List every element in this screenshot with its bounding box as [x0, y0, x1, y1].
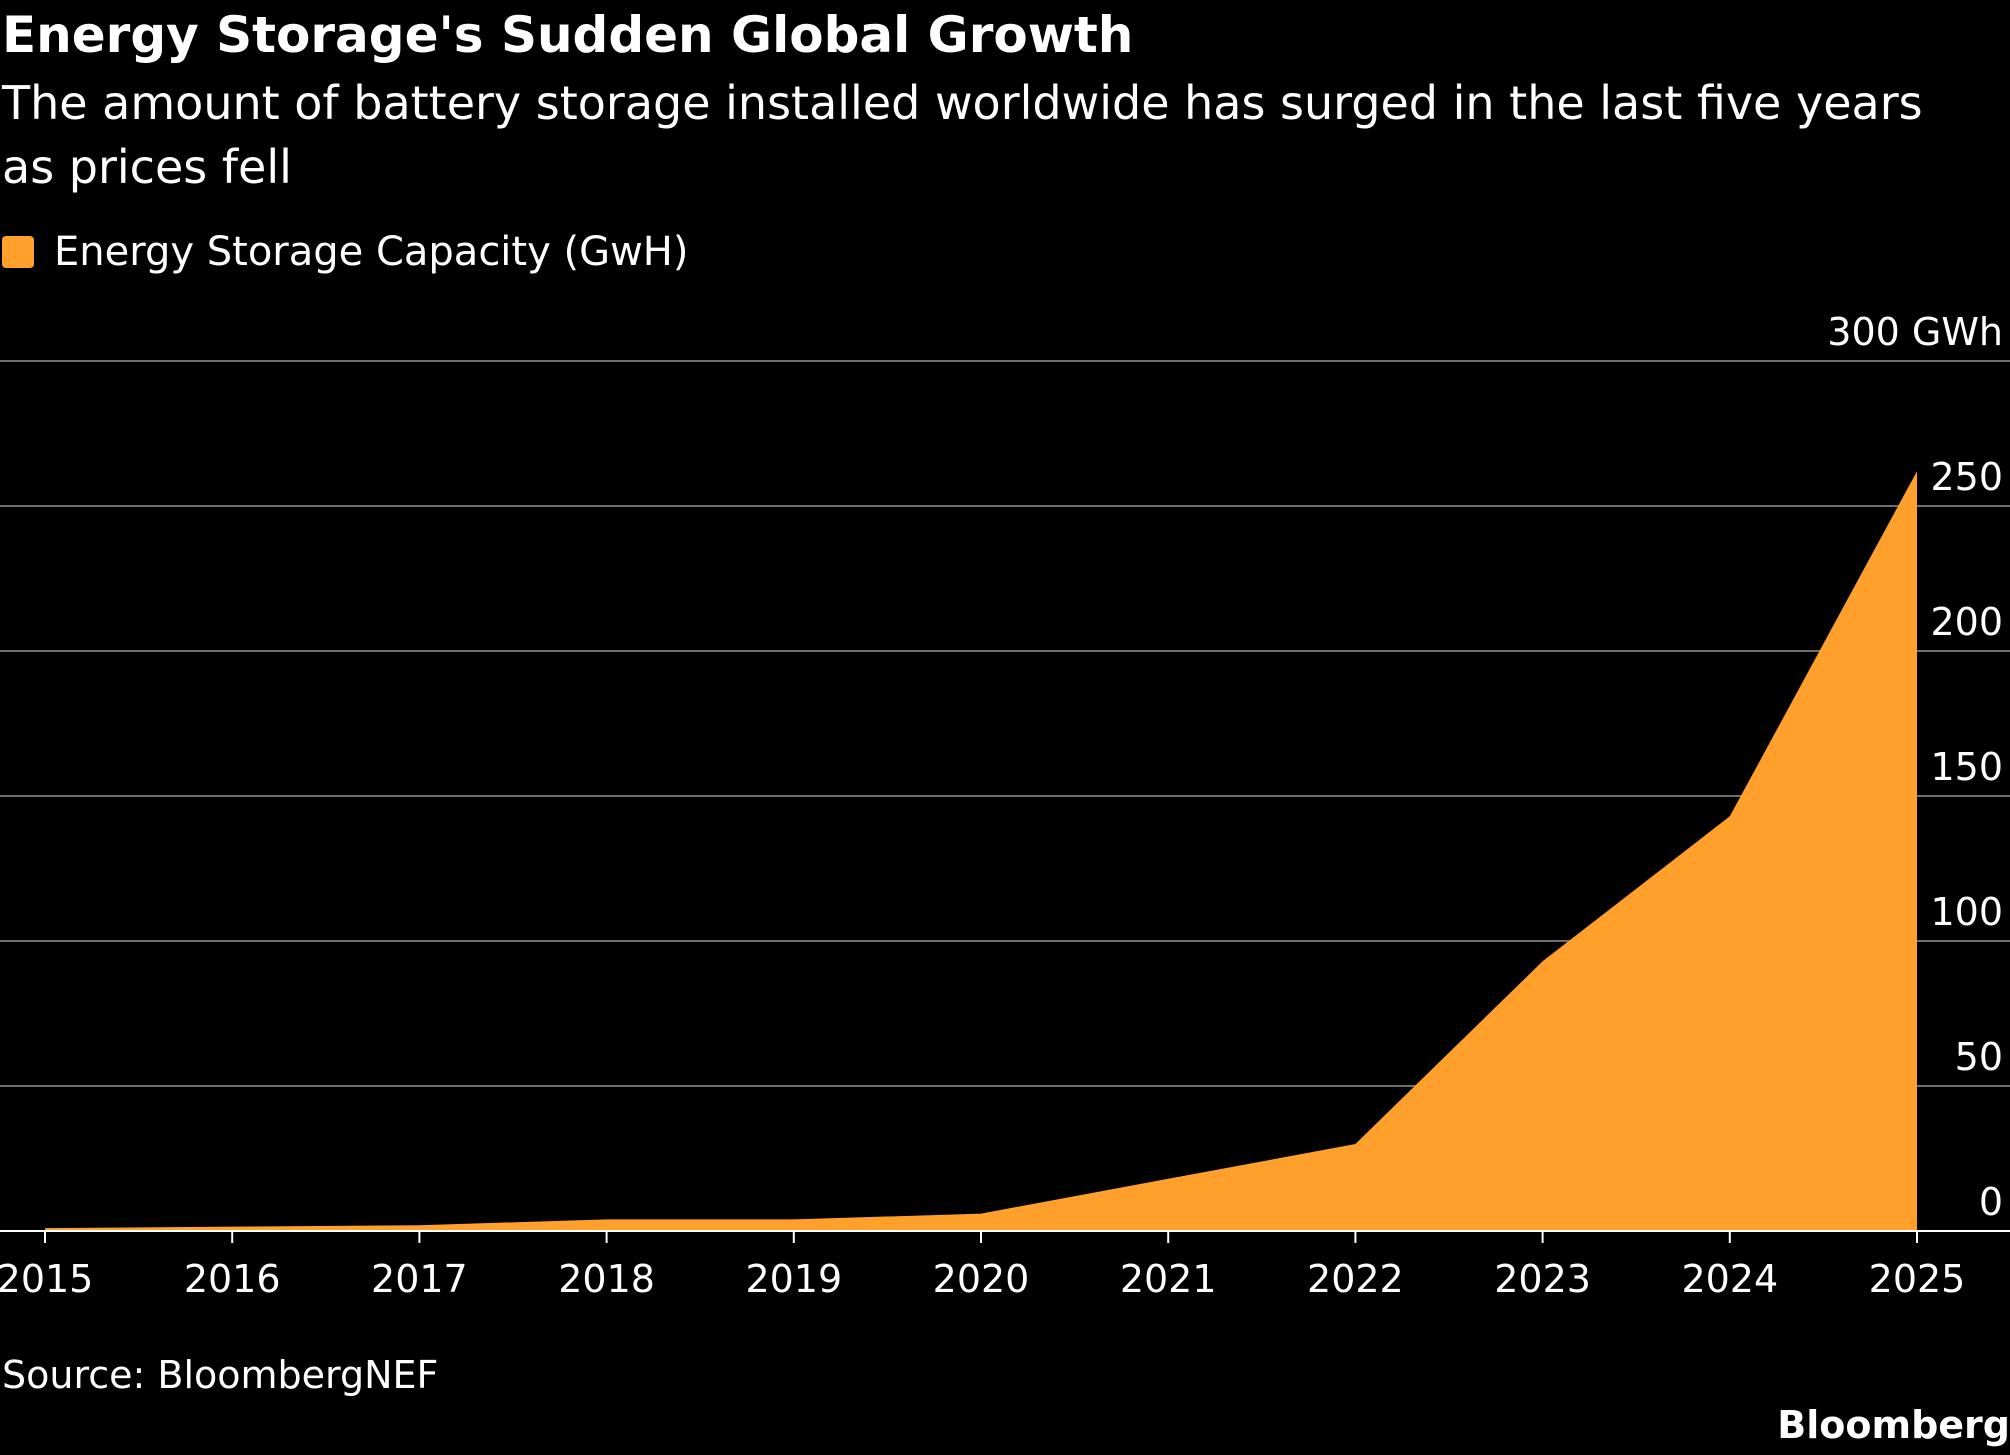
x-tick-label-2018: 2018 [558, 1257, 655, 1301]
x-tick-label-2021: 2021 [1120, 1257, 1217, 1301]
chart-title: Energy Storage's Sudden Global Growth [2, 6, 1134, 64]
x-tick-label-2023: 2023 [1494, 1257, 1591, 1301]
x-axis-labels: 2015 2016 2017 2018 2019 2020 2021 2022 2023 2024… [0, 1257, 1965, 1301]
x-axis [0, 1230, 2010, 1243]
y-tick-label-300: 300 GWh [1827, 310, 2003, 354]
y-tick-label-200: 200 [1930, 600, 2003, 644]
area-series [45, 471, 1917, 1231]
x-tick-label-2022: 2022 [1307, 1257, 1404, 1301]
legend: Energy Storage Capacity (GwH) [2, 222, 689, 282]
area-series-energy-storage [45, 471, 1917, 1231]
y-tick-label-100: 100 [1930, 890, 2003, 934]
x-tick-label-2015: 2015 [0, 1257, 93, 1301]
y-tick-label-0: 0 [1979, 1180, 2003, 1224]
y-tick-label-50: 50 [1955, 1035, 2003, 1079]
legend-label: Energy Storage Capacity (GwH) [54, 229, 689, 275]
x-tick-label-2020: 2020 [933, 1257, 1030, 1301]
y-tick-label-250: 250 [1930, 455, 2003, 499]
x-tick-label-2017: 2017 [371, 1257, 468, 1301]
legend-swatch [2, 236, 34, 268]
source-note: Source: BloombergNEF [2, 1353, 439, 1397]
y-tick-label-150: 150 [1930, 745, 2003, 789]
x-tick-label-2016: 2016 [184, 1257, 281, 1301]
x-tick-label-2025: 2025 [1869, 1257, 1966, 1301]
x-tick-label-2019: 2019 [745, 1257, 842, 1301]
x-tick-label-2024: 2024 [1681, 1257, 1778, 1301]
gridlines [0, 360, 2010, 1087]
y-axis-labels: 0 50 100 150 200 250 300 GWh [1827, 310, 2003, 1224]
bloomberg-logo: Bloomberg [1777, 1403, 2010, 1447]
chart-subtitle: The amount of battery storage installed … [2, 76, 1923, 194]
